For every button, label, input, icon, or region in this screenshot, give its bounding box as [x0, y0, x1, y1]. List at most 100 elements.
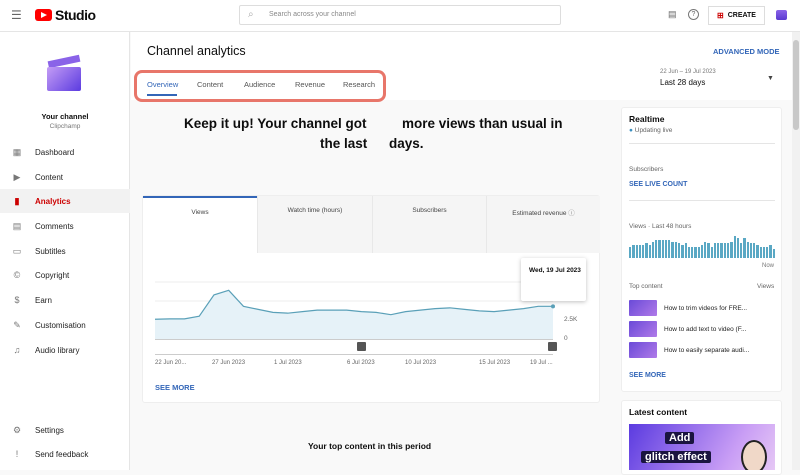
- account-avatar[interactable]: [776, 10, 787, 20]
- headline-part: the last: [320, 136, 368, 151]
- nav-label: Settings: [35, 425, 64, 435]
- sidebar-item-subtitles[interactable]: ▭ Subtitles: [0, 239, 130, 263]
- sidebar-item-content[interactable]: ▶ Content: [0, 165, 130, 189]
- channel-avatar[interactable]: [47, 54, 81, 91]
- realtime-bar: [642, 245, 645, 258]
- page-title: Channel analytics: [147, 44, 246, 58]
- x-tick-label: 6 Jul 2023: [347, 360, 375, 366]
- x-tick-label: 10 Jul 2023: [405, 360, 437, 366]
- advanced-mode-button[interactable]: ADVANCED MODE: [713, 47, 780, 56]
- realtime-bar: [681, 245, 684, 258]
- sidebar-item-comments[interactable]: ▤ Comments: [0, 214, 130, 238]
- create-video-icon: ⊞: [717, 11, 724, 20]
- sidebar-item-earn[interactable]: $ Earn: [0, 288, 130, 312]
- realtime-bar: [762, 247, 766, 258]
- thumb-text: Add: [665, 432, 695, 444]
- customisation-icon: ✎: [13, 319, 21, 330]
- realtime-bar: [687, 247, 691, 258]
- metric-tab-views[interactable]: Views: [143, 196, 257, 253]
- nav-label: Send feedback: [35, 449, 89, 459]
- sidebar: Your channel Clipchamp ▦ Dashboard ▶ Conte…: [0, 32, 130, 470]
- tab-content[interactable]: Content: [197, 80, 224, 89]
- settings-icon: ⚙: [12, 424, 22, 435]
- search-input[interactable]: ⌕ Search across your channel: [239, 5, 561, 25]
- create-button[interactable]: ⊞ CREATE: [708, 6, 765, 25]
- realtime-bar: [645, 243, 648, 258]
- chart-baseline: [155, 339, 553, 340]
- realtime-bar: [723, 243, 726, 258]
- tab-research[interactable]: Research: [343, 80, 376, 89]
- tab-revenue[interactable]: Revenue: [295, 80, 326, 89]
- realtime-bar: [674, 241, 677, 258]
- headline-part: more views than usual in: [402, 116, 563, 131]
- realtime-bar: [648, 245, 651, 258]
- realtime-bar: [671, 241, 674, 258]
- audio-library-icon: ♫: [13, 345, 21, 355]
- top-content-item[interactable]: How to add text to video (F...: [629, 321, 746, 337]
- latest-video-thumbnail[interactable]: Add glitch effect: [629, 424, 775, 470]
- create-label: CREATE: [727, 12, 756, 19]
- video-marker-icon[interactable]: [357, 342, 366, 351]
- metric-label: Watch time (hours): [287, 207, 343, 214]
- sidebar-item-send-feedback[interactable]: ! Send feedback: [0, 442, 130, 466]
- tab-audience[interactable]: Audience: [244, 80, 276, 89]
- metric-tab-subscribers[interactable]: Subscribers: [372, 196, 486, 253]
- live-dot-icon: ●: [629, 127, 633, 134]
- realtime-bar: [756, 245, 759, 258]
- menu-icon[interactable]: ☰: [11, 8, 22, 22]
- see-live-count-button[interactable]: SEE LIVE COUNT: [629, 181, 688, 188]
- realtime-title: Realtime: [629, 114, 665, 124]
- metric-label: Subscribers: [412, 207, 447, 214]
- top-content-item[interactable]: How to easily separate audi...: [629, 342, 749, 358]
- realtime-bar: [720, 243, 723, 258]
- headline-part: days.: [389, 136, 424, 151]
- see-more-button[interactable]: SEE MORE: [155, 383, 195, 392]
- sidebar-item-dashboard[interactable]: ▦ Dashboard: [0, 140, 130, 164]
- dashboard-icon: ▦: [12, 146, 22, 157]
- data-point[interactable]: [551, 304, 555, 309]
- y-tick-label: 0: [564, 335, 568, 342]
- info-clock-icon: ⓘ: [568, 210, 575, 217]
- help-icon[interactable]: ?: [688, 9, 699, 20]
- active-tab-indicator: [147, 94, 177, 96]
- realtime-bar: [713, 243, 717, 258]
- thumb-text: glitch effect: [641, 451, 711, 463]
- sidebar-item-analytics[interactable]: ▮ Analytics: [0, 189, 130, 213]
- video-title: How to add text to video (F...: [664, 325, 747, 333]
- realtime-see-more-button[interactable]: SEE MORE: [629, 372, 666, 379]
- realtime-status: Updating live: [634, 127, 673, 134]
- x-tick-label: 22 Jun 20...: [155, 360, 187, 366]
- sidebar-item-audio-library[interactable]: ♫ Audio library: [0, 338, 130, 362]
- views-line: [154, 289, 553, 320]
- nav-label: Customisation: [35, 320, 86, 330]
- views-area: [155, 290, 553, 339]
- sidebar-item-customisation[interactable]: ✎ Customisation: [0, 313, 130, 337]
- realtime-bar: [661, 239, 664, 258]
- metric-tab-watch-time[interactable]: Watch time (hours): [257, 196, 372, 253]
- realtime-bar: [726, 243, 730, 258]
- headline-part: Keep it up! Your channel got: [184, 116, 367, 131]
- metric-tab-revenue[interactable]: Estimated revenue ⓘ: [486, 196, 600, 253]
- video-marker-icon[interactable]: [548, 342, 557, 351]
- x-tick-label: 15 Jul 2023: [479, 360, 511, 366]
- top-content-item[interactable]: How to trim videos for FRE...: [629, 300, 747, 316]
- sidebar-item-settings[interactable]: ⚙ Settings: [0, 418, 130, 442]
- realtime-bar: [749, 243, 753, 258]
- feedback-messages-icon[interactable]: ▤: [668, 9, 677, 19]
- scrollbar[interactable]: [792, 32, 800, 470]
- sidebar-item-copyright[interactable]: © Copyright: [0, 263, 130, 287]
- copyright-icon: ©: [13, 270, 21, 280]
- nav-label: Copyright: [35, 270, 70, 280]
- realtime-bar: [730, 241, 733, 258]
- top-content-label: Top content: [629, 283, 663, 290]
- realtime-bar: [700, 245, 704, 258]
- analytics-icon: ▮: [14, 195, 20, 206]
- studio-logo[interactable]: Studio: [55, 7, 96, 23]
- comments-icon: ▤: [12, 220, 22, 231]
- youtube-logo-icon[interactable]: [35, 9, 52, 21]
- realtime-bar: [717, 243, 720, 258]
- date-range-dropdown[interactable]: 22 Jun – 19 Jul 2023 Last 28 days ▼: [660, 69, 780, 91]
- y-tick-label: 2.5K: [564, 316, 578, 323]
- tab-overview[interactable]: Overview: [147, 80, 179, 89]
- timeline-line: [155, 354, 553, 355]
